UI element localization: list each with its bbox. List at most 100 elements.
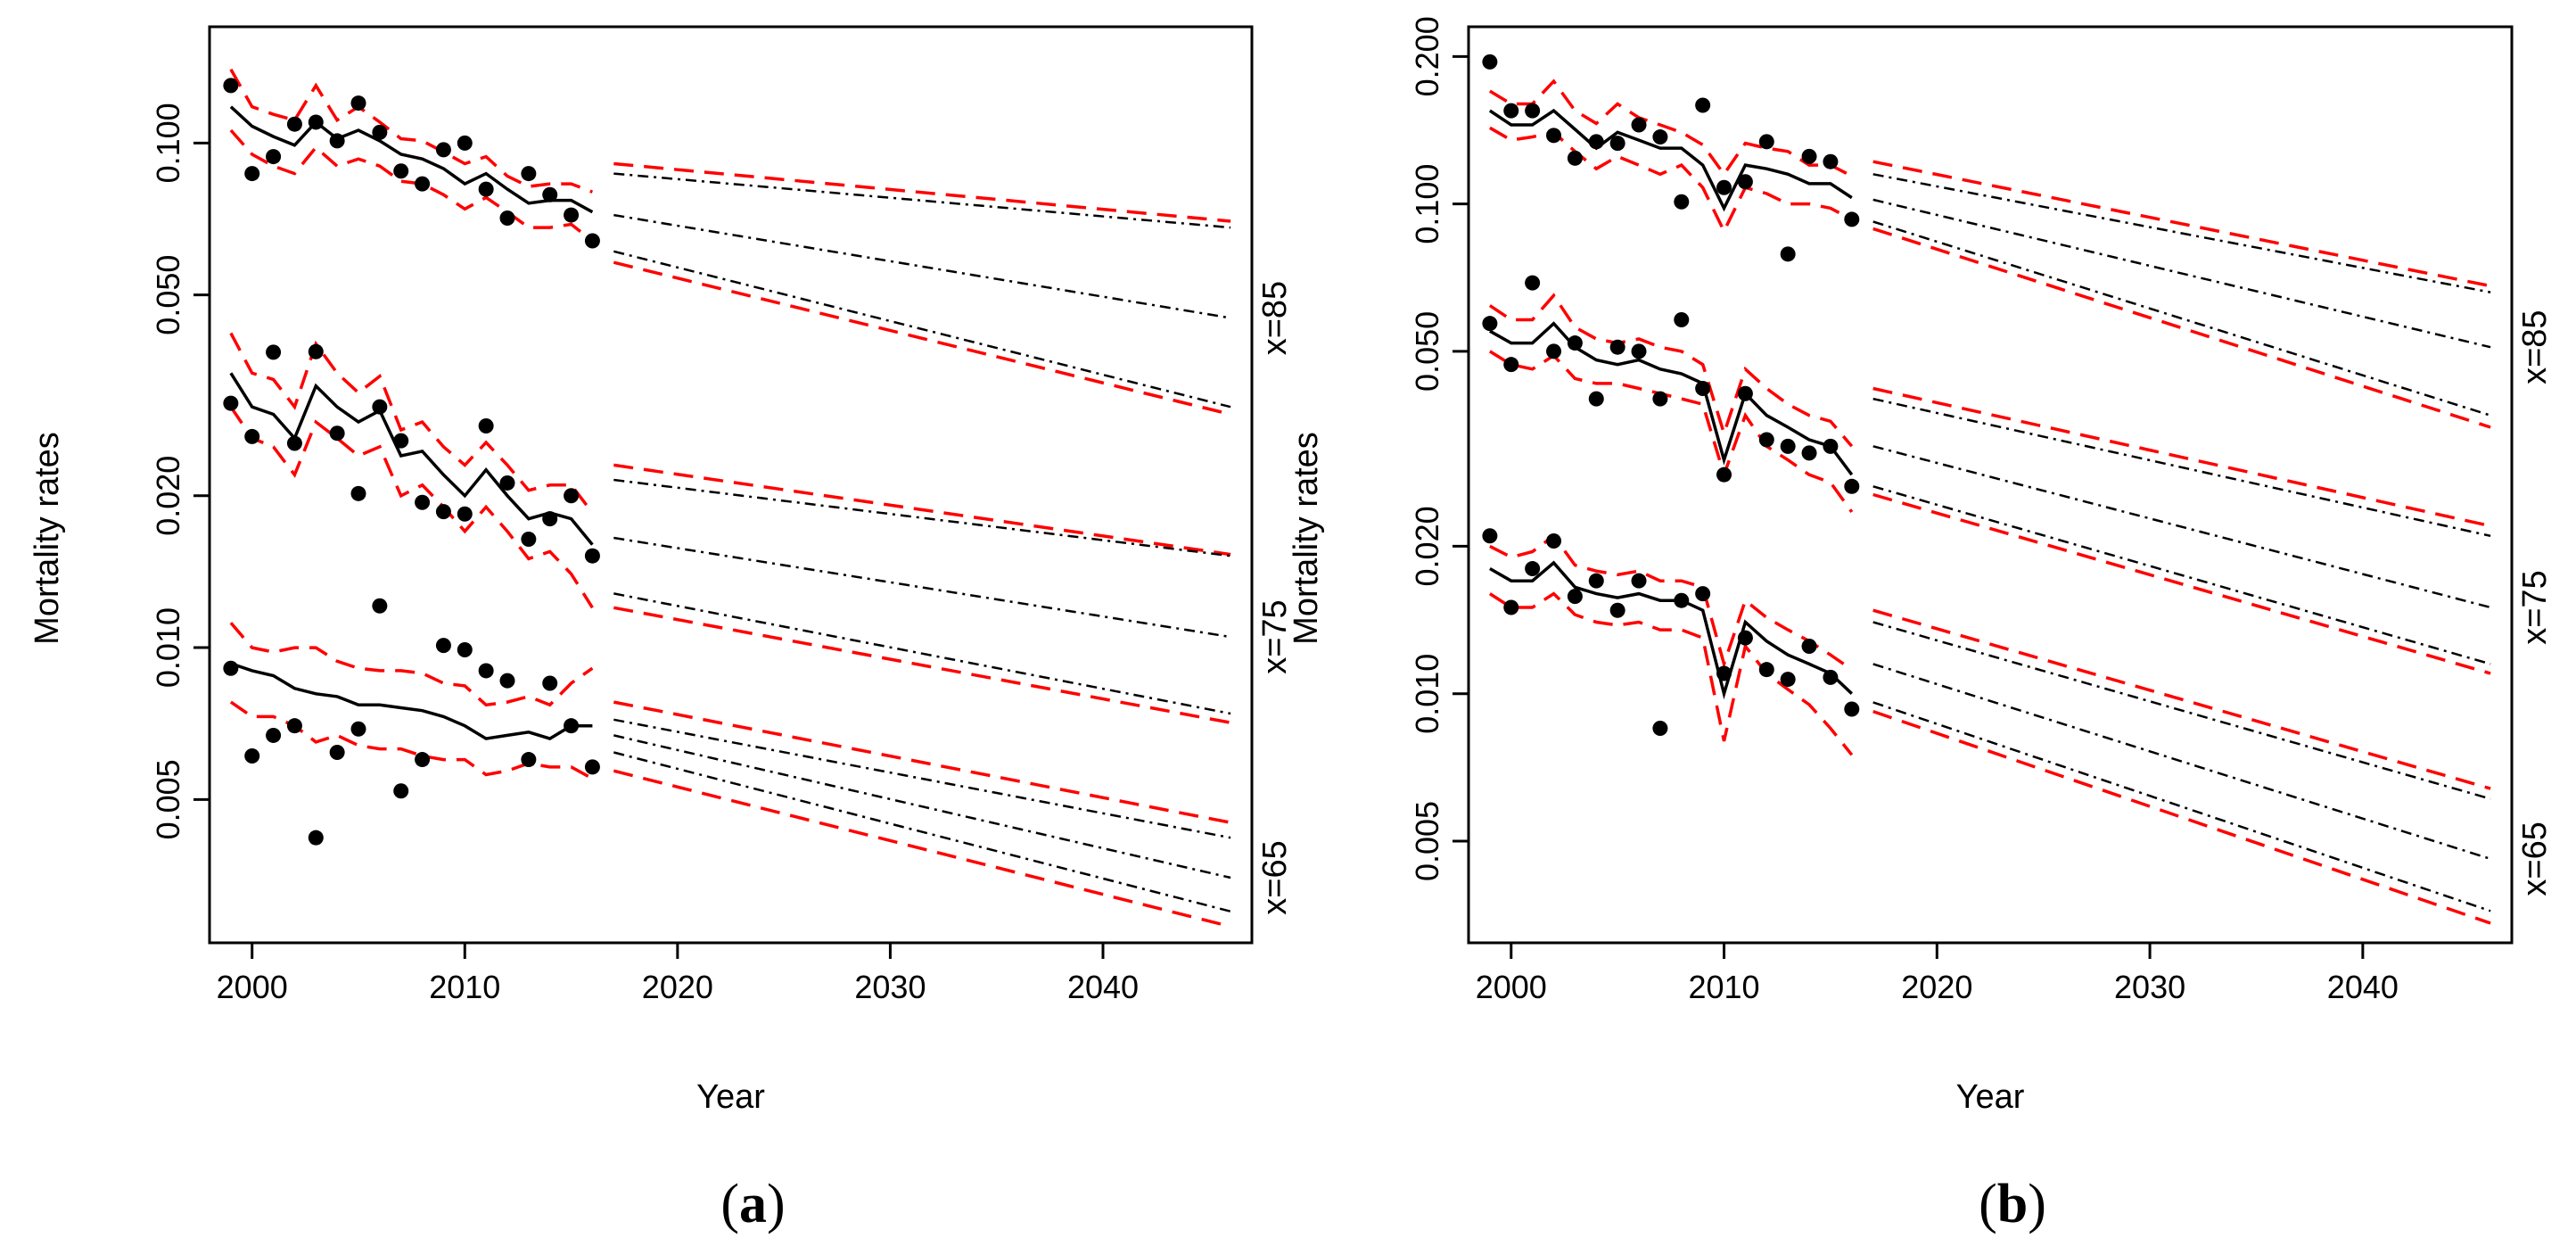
observed-point-b-x65-2002 [1546, 533, 1562, 549]
y-tick-label-a-0: 0.005 [150, 759, 186, 839]
fitted-upper-band-a-x75 [229, 332, 594, 514]
observed-point-a-x85-2009 [435, 142, 451, 158]
group-label-a-x65: x=65 [1256, 840, 1294, 914]
observed-point-a-x75-2009 [435, 504, 451, 520]
fitted-line-b-x75 [1489, 321, 1854, 476]
group-label-b-x65: x=65 [2516, 822, 2554, 896]
y-tick-label-b-3: 0.050 [1409, 311, 1445, 392]
forecast-inner-lower-a-x65 [613, 751, 1231, 913]
forecast-outer-upper-b-x75 [1872, 386, 2491, 528]
observed-point-b-x65-2011 [1737, 630, 1753, 646]
forecast-outer-upper-a-x85 [613, 161, 1231, 223]
observed-point-b-x85-2001 [1525, 103, 1541, 119]
forecast-outer-upper-b-x65 [1872, 608, 2491, 790]
forecast-outer-lower-a-x85 [613, 260, 1231, 417]
forecast-inner-lower-b-x85 [1872, 220, 2491, 417]
fitted-upper-band-b-x75 [1488, 293, 1854, 448]
y-tick-label-a-2: 0.020 [150, 456, 186, 536]
forecast-outer-lower-a-x65 [613, 769, 1231, 929]
plot-content-a: 2000 2010 2020 2030 2040 0.005 0.010 0.020 0.050… [150, 68, 1294, 1005]
forecast-outer-lower-a-x75 [613, 606, 1231, 724]
fitted-line-a-x65 [230, 662, 593, 741]
observed-point-b-x85-2014 [1801, 148, 1817, 164]
observed-point-a-x65-2002 [286, 718, 302, 734]
observed-point-b-x85-2005 [1609, 136, 1625, 152]
observed-point-b-x65-2003 [1567, 589, 1583, 605]
observed-point-b-x65-2010 [1716, 665, 1732, 681]
observed-point-a-x85-2011 [478, 181, 494, 197]
observed-point-a-x85-2014 [542, 186, 558, 202]
y-tick-label-a-1: 0.010 [150, 607, 186, 688]
plot-content-b: 2000 2010 2020 2030 2040 0.005 0.010 0.020 0.050… [1409, 16, 2554, 1005]
x-tick-label-b-2010: 2010 [1688, 969, 1759, 1005]
forecast-inner-upper-a-x65 [613, 718, 1231, 839]
y-tick-label-a-4: 0.100 [150, 103, 186, 183]
observed-point-a-x85-2010 [457, 135, 473, 151]
forecast-inner-lower-a-x75 [613, 592, 1231, 715]
observed-point-b-x75-2006 [1631, 343, 1647, 359]
observed-point-a-x85-2002 [286, 116, 302, 132]
observed-point-b-x75-2015 [1823, 438, 1839, 454]
fitted-upper-band-b-x85 [1488, 78, 1853, 178]
observed-point-a-x75-2016 [584, 548, 600, 564]
y-axis-title-a: Mortality rates [29, 432, 66, 645]
forecast-center-b-x75 [1872, 445, 2491, 609]
observed-point-a-x65-2001 [266, 727, 282, 743]
observed-point-b-x65-1999 [1482, 528, 1498, 544]
observed-point-b-x65-2013 [1780, 672, 1796, 688]
x-tick-label-a-2030: 2030 [854, 969, 926, 1005]
observed-point-a-x85-2006 [372, 124, 388, 140]
caption-close-paren-b: ) [2028, 1174, 2046, 1234]
group-label-a-x85: x=85 [1256, 281, 1294, 355]
caption-close-paren-a: ) [767, 1174, 786, 1234]
x-tick-label-a-2040: 2040 [1067, 969, 1139, 1005]
observed-point-a-x65-2011 [478, 663, 494, 679]
observed-point-a-x65-2016 [584, 759, 600, 775]
observed-point-a-x65-2004 [329, 744, 345, 760]
observed-point-a-x75-2004 [329, 425, 345, 442]
x-tick-label-b-2020: 2020 [1901, 969, 1972, 1005]
observed-point-b-x85-2010 [1716, 179, 1732, 195]
y-tick-label-a-3: 0.050 [150, 255, 186, 335]
observed-point-b-x85-2006 [1631, 117, 1647, 133]
observed-point-b-x85-2002 [1546, 128, 1562, 144]
forecast-inner-lower-a-x85 [613, 250, 1231, 409]
observed-point-b-x85-2011 [1737, 174, 1753, 190]
observed-point-b-x75-2012 [1758, 432, 1774, 448]
observed-point-b-x75-2008 [1674, 312, 1690, 328]
observed-point-a-x85-2003 [308, 114, 324, 130]
observed-point-b-x65-2014 [1801, 638, 1817, 654]
x-tick-label-a-2010: 2010 [429, 969, 500, 1005]
observed-point-b-x85-2012 [1758, 134, 1774, 150]
plot-frame-b [1467, 25, 2514, 945]
observed-point-a-x85-2015 [564, 207, 580, 223]
forecast-center-a-x85 [613, 213, 1231, 319]
observed-point-b-x65-2005 [1609, 602, 1625, 618]
x-tick-label-a-2000: 2000 [217, 969, 288, 1005]
observed-point-b-x75-2000 [1503, 357, 1519, 373]
forecast-outer-lower-b-x85 [1872, 227, 2491, 429]
observed-point-a-x85-2016 [584, 233, 600, 249]
observed-point-b-x85-2015 [1823, 153, 1839, 169]
observed-point-a-x65-2015 [564, 718, 580, 734]
observed-point-a-x75-2000 [244, 428, 260, 444]
observed-point-a-x75-2005 [350, 485, 366, 501]
observed-point-a-x85-2013 [521, 166, 537, 182]
observed-point-a-x75-2001 [266, 344, 282, 360]
forecast-center-b-x85 [1872, 198, 2491, 349]
fitted-line-b-x85 [1488, 108, 1853, 212]
fitted-line-b-x65 [1489, 560, 1854, 700]
forecast-outer-upper-a-x75 [613, 463, 1231, 557]
observed-point-a-x65-2000 [244, 747, 260, 764]
observed-point-a-x85-1999 [223, 78, 239, 94]
y-tick-label-b-1: 0.010 [1409, 654, 1445, 734]
y-tick-label-b-4: 0.100 [1409, 164, 1445, 244]
group-label-b-x85: x=85 [2516, 310, 2554, 384]
observed-point-b-x75-2005 [1609, 339, 1625, 355]
observed-point-b-x85-2016 [1844, 211, 1860, 227]
observed-point-b-x65-2016 [1844, 701, 1860, 717]
forecast-center-b-x65 [1872, 663, 2491, 861]
observed-point-a-x75-2012 [499, 475, 515, 491]
group-label-a-x75: x=75 [1256, 599, 1294, 673]
